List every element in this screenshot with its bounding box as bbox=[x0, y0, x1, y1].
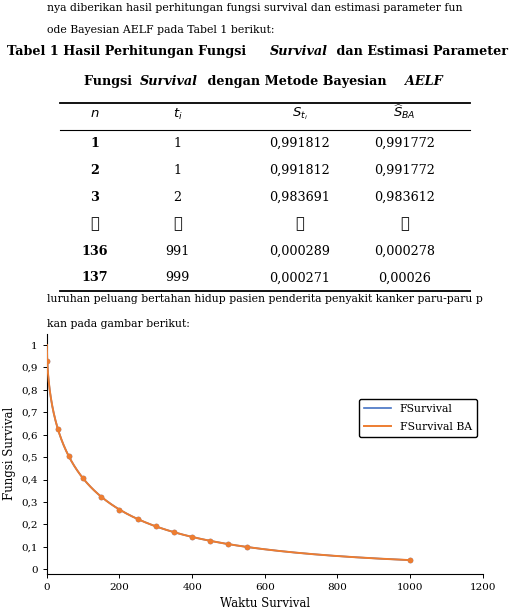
Text: 137: 137 bbox=[81, 272, 108, 284]
Text: 999: 999 bbox=[165, 272, 190, 284]
Text: 0,000271: 0,000271 bbox=[269, 272, 330, 284]
Line: FSurvival BA: FSurvival BA bbox=[47, 345, 410, 560]
Text: 1: 1 bbox=[174, 137, 182, 150]
Text: 1: 1 bbox=[174, 164, 182, 177]
Text: ⋮: ⋮ bbox=[295, 217, 304, 231]
Text: 0,000278: 0,000278 bbox=[374, 245, 435, 257]
FSurvival BA bbox=[44, 341, 50, 349]
FSurvival bbox=[327, 552, 333, 559]
Text: Fungsi: Fungsi bbox=[84, 75, 136, 88]
FSurvival BA bbox=[293, 549, 299, 557]
FSurvival bbox=[293, 549, 299, 557]
FSurvival BA bbox=[333, 552, 339, 560]
FSurvival bbox=[407, 557, 413, 564]
Text: 1: 1 bbox=[90, 137, 99, 150]
Text: kan pada gambar berikut:: kan pada gambar berikut: bbox=[47, 319, 189, 329]
Text: 0,00026: 0,00026 bbox=[378, 272, 431, 284]
FSurvival bbox=[44, 341, 50, 349]
Text: 0,991812: 0,991812 bbox=[269, 137, 330, 150]
FSurvival bbox=[333, 552, 339, 560]
FSurvival bbox=[81, 476, 87, 483]
Text: nya diberikan hasil perhitungan fungsi survival dan estimasi parameter fun: nya diberikan hasil perhitungan fungsi s… bbox=[47, 3, 462, 13]
Text: 0,983691: 0,983691 bbox=[269, 191, 330, 204]
Text: ⋮: ⋮ bbox=[90, 217, 99, 231]
FSurvival BA bbox=[327, 552, 333, 559]
Text: 3: 3 bbox=[90, 191, 99, 204]
FSurvival BA bbox=[407, 557, 413, 564]
Text: 0,983612: 0,983612 bbox=[374, 191, 435, 204]
Text: 991: 991 bbox=[165, 245, 189, 257]
Text: 0,000289: 0,000289 bbox=[269, 245, 330, 257]
Text: ⋮: ⋮ bbox=[400, 217, 409, 231]
Text: 2: 2 bbox=[173, 191, 182, 204]
Legend: FSurvival, FSurvival BA: FSurvival, FSurvival BA bbox=[359, 398, 477, 437]
Y-axis label: Fungsi Survival: Fungsi Survival bbox=[3, 407, 16, 500]
Text: $S_{t_i}$: $S_{t_i}$ bbox=[292, 105, 307, 122]
Text: ode Bayesian AELF pada Tabel 1 berikut:: ode Bayesian AELF pada Tabel 1 berikut: bbox=[47, 25, 275, 35]
Text: Tabel 1 Hasil Perhitungan Fungsi: Tabel 1 Hasil Perhitungan Fungsi bbox=[7, 45, 251, 58]
Text: $n$: $n$ bbox=[90, 107, 100, 121]
FSurvival BA bbox=[81, 476, 87, 483]
Text: ⋮: ⋮ bbox=[173, 217, 182, 231]
Text: 0,991772: 0,991772 bbox=[374, 164, 435, 177]
Text: $t_i$: $t_i$ bbox=[173, 107, 183, 121]
Text: 0,991812: 0,991812 bbox=[269, 164, 330, 177]
Line: FSurvival: FSurvival bbox=[47, 345, 410, 560]
Text: dan Estimasi Parameter: dan Estimasi Parameter bbox=[333, 45, 508, 58]
FSurvival bbox=[204, 536, 210, 544]
X-axis label: Waktu Survival: Waktu Survival bbox=[220, 597, 310, 610]
FSurvival bbox=[191, 533, 197, 541]
Text: Survival: Survival bbox=[140, 75, 198, 88]
Text: AELF: AELF bbox=[406, 75, 443, 88]
Text: dengan Metode Bayesian: dengan Metode Bayesian bbox=[203, 75, 391, 88]
Text: 0,991772: 0,991772 bbox=[374, 137, 435, 150]
Text: $\widehat{S}_{BA}$: $\widehat{S}_{BA}$ bbox=[393, 102, 416, 121]
Text: 2: 2 bbox=[90, 164, 99, 177]
Text: Survival: Survival bbox=[270, 45, 328, 58]
Text: 136: 136 bbox=[81, 245, 108, 257]
FSurvival BA bbox=[191, 533, 197, 541]
Text: luruhan peluang bertahan hidup pasien penderita penyakit kanker paru-paru p: luruhan peluang bertahan hidup pasien pe… bbox=[47, 294, 483, 304]
FSurvival BA bbox=[204, 536, 210, 544]
